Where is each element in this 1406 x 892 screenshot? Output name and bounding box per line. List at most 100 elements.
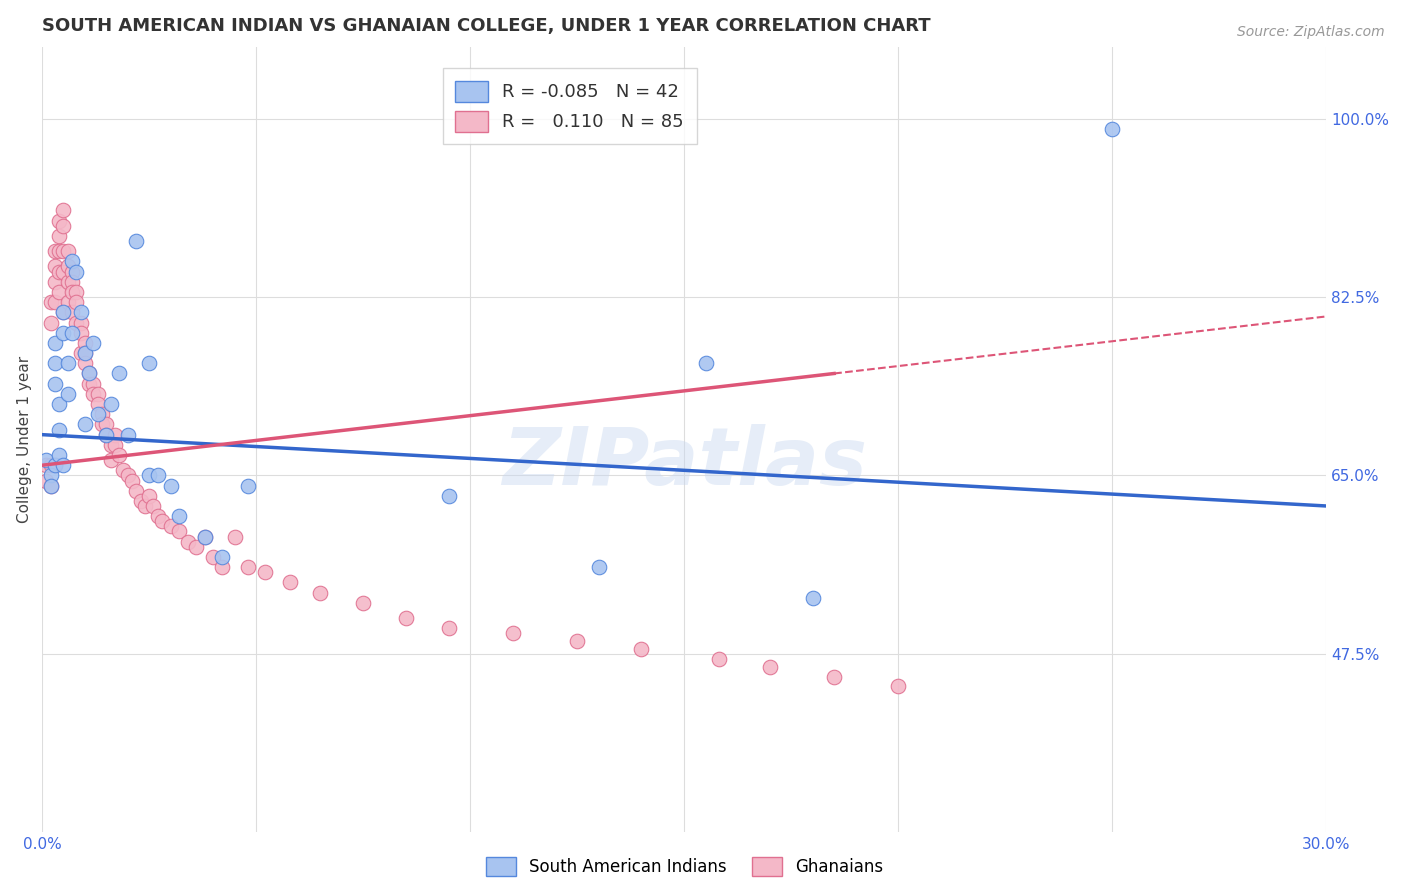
Point: [104, 427, 127, 442]
Text: SOUTH AMERICAN INDIAN VS GHANAIAN COLLEGE, UNDER 1 YEAR CORRELATION CHART: SOUTH AMERICAN INDIAN VS GHANAIAN COLLEG…: [42, 17, 931, 35]
Point: [309, 585, 332, 599]
Point: [39, 478, 62, 492]
Text: Source: ZipAtlas.com: Source: ZipAtlas.com: [1237, 25, 1385, 39]
Point: [224, 530, 246, 544]
Point: [65, 316, 87, 330]
Point: [69, 346, 91, 360]
Point: [56, 275, 79, 289]
Point: [39, 295, 62, 310]
Point: [60, 285, 83, 299]
Point: [108, 367, 131, 381]
Point: [138, 356, 160, 370]
Point: [87, 387, 110, 401]
Point: [44, 275, 66, 289]
Point: [44, 295, 66, 310]
Point: [150, 514, 173, 528]
Point: [202, 549, 225, 564]
Point: [887, 680, 910, 694]
Point: [146, 509, 169, 524]
Point: [211, 560, 233, 574]
Point: [138, 489, 160, 503]
Point: [60, 326, 83, 340]
Point: [73, 346, 96, 360]
Point: [48, 244, 70, 259]
Point: [134, 499, 156, 513]
Point: [69, 305, 91, 319]
Point: [48, 213, 70, 227]
Point: [60, 254, 83, 268]
Point: [176, 534, 198, 549]
Point: [39, 458, 62, 473]
Point: [125, 234, 148, 248]
Point: [44, 458, 66, 473]
Point: [211, 549, 233, 564]
Point: [52, 203, 75, 218]
Point: [186, 540, 208, 554]
Point: [91, 407, 114, 421]
Point: [104, 438, 127, 452]
Point: [52, 264, 75, 278]
Point: [112, 463, 135, 477]
Point: [56, 260, 79, 274]
Point: [82, 335, 104, 350]
Point: [100, 397, 122, 411]
Point: [96, 427, 118, 442]
Point: [146, 468, 169, 483]
Point: [52, 219, 75, 233]
Point: [69, 316, 91, 330]
Point: [129, 494, 152, 508]
Point: [125, 483, 148, 498]
Point: [77, 367, 100, 381]
Point: [44, 376, 66, 391]
Point: [437, 621, 460, 635]
Point: [77, 376, 100, 391]
Point: [39, 316, 62, 330]
Point: [236, 560, 259, 574]
Point: [117, 468, 139, 483]
Point: [73, 356, 96, 370]
Point: [395, 611, 418, 625]
Point: [65, 264, 87, 278]
Point: [159, 519, 181, 533]
Point: [759, 660, 782, 674]
Point: [48, 397, 70, 411]
Point: [73, 335, 96, 350]
Point: [73, 417, 96, 432]
Point: [567, 633, 589, 648]
Point: [35, 458, 58, 473]
Point: [253, 566, 276, 580]
Point: [91, 417, 114, 432]
Point: [35, 474, 58, 488]
Point: [167, 509, 190, 524]
Point: [73, 346, 96, 360]
Point: [96, 417, 118, 432]
Point: [60, 305, 83, 319]
Point: [60, 275, 83, 289]
Point: [1101, 121, 1123, 136]
Point: [236, 478, 259, 492]
Point: [138, 468, 160, 483]
Point: [87, 407, 110, 421]
Point: [48, 423, 70, 437]
Point: [52, 305, 75, 319]
Point: [121, 474, 143, 488]
Point: [82, 376, 104, 391]
Point: [48, 448, 70, 462]
Point: [194, 530, 217, 544]
Point: [280, 575, 302, 590]
Point: [39, 478, 62, 492]
Legend: South American Indians, Ghanaians: South American Indians, Ghanaians: [479, 850, 890, 883]
Point: [630, 641, 652, 656]
Point: [100, 453, 122, 467]
Point: [117, 427, 139, 442]
Point: [39, 468, 62, 483]
Point: [502, 626, 524, 640]
Point: [159, 478, 181, 492]
Point: [87, 397, 110, 411]
Point: [96, 427, 118, 442]
Point: [588, 560, 610, 574]
Point: [823, 670, 845, 684]
Point: [35, 453, 58, 467]
Y-axis label: College, Under 1 year: College, Under 1 year: [17, 356, 32, 524]
Point: [44, 244, 66, 259]
